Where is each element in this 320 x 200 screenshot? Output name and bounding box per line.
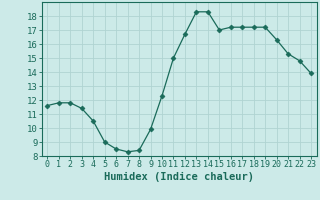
X-axis label: Humidex (Indice chaleur): Humidex (Indice chaleur) <box>104 172 254 182</box>
